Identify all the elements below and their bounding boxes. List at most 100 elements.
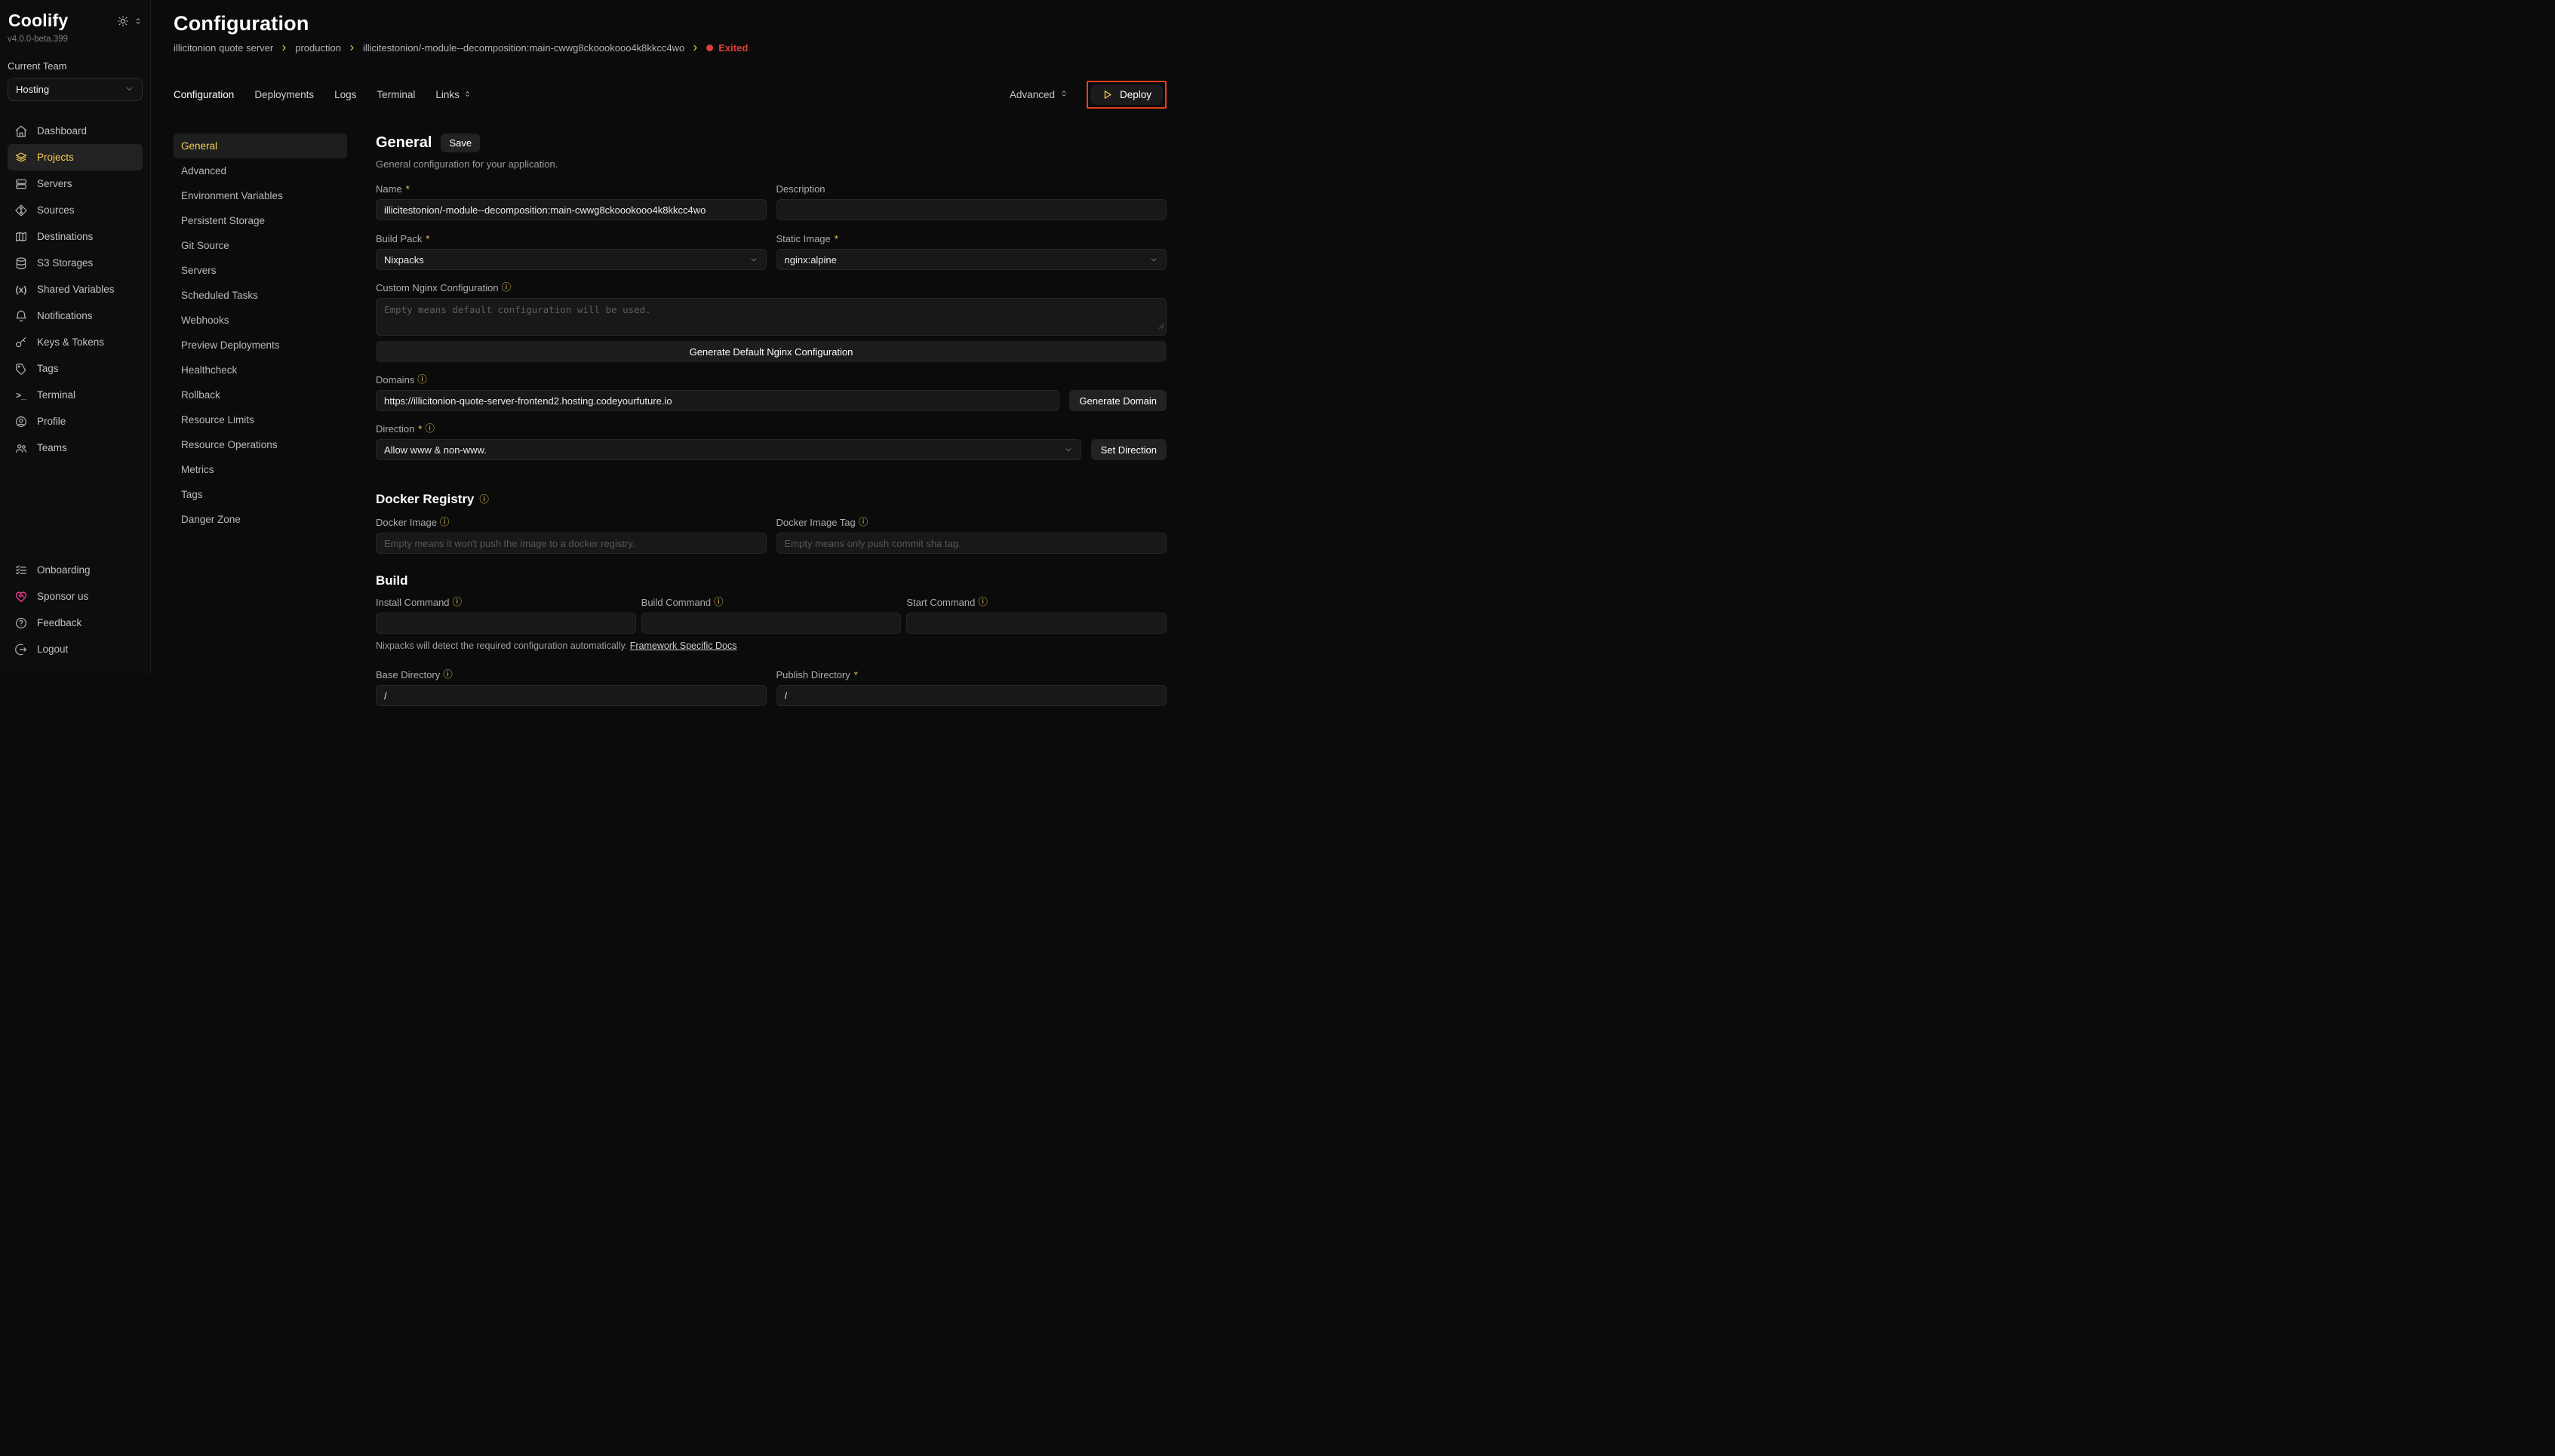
tab-links[interactable]: Links [435, 89, 472, 100]
sidebar-item-feedback[interactable]: Feedback [8, 610, 143, 636]
app-root: Coolify v4.0.0-beta.399 Current Team Hos… [0, 0, 1183, 706]
name-input[interactable] [376, 199, 767, 220]
resize-handle-icon[interactable] [1158, 319, 1164, 333]
sidebar-item-notifications[interactable]: Notifications [8, 303, 143, 329]
subnav-item-general[interactable]: General [174, 134, 347, 158]
subnav-item-webhooks[interactable]: Webhooks [181, 315, 229, 326]
breadcrumb-project[interactable]: illicitonion quote server [174, 42, 274, 54]
subnav-item-git-source[interactable]: Git Source [181, 240, 229, 251]
section-title-build: Build [376, 573, 408, 588]
subnav-item-advanced[interactable]: Advanced [181, 165, 227, 177]
framework-docs-link[interactable]: Framework Specific Docs [629, 640, 737, 651]
info-icon[interactable]: ⓘ [417, 374, 427, 386]
info-icon[interactable]: ⓘ [978, 597, 988, 608]
build-command-input[interactable] [641, 613, 902, 634]
database-icon [14, 256, 29, 270]
breadcrumb: illicitonion quote server production ill… [174, 42, 1167, 54]
sidebar-item-onboarding[interactable]: Onboarding [8, 557, 143, 583]
sidebar-item-terminal[interactable]: >_ Terminal [8, 382, 143, 408]
info-icon[interactable]: ⓘ [439, 517, 450, 528]
subnav-item-tags[interactable]: Tags [181, 489, 203, 500]
chevron-right-icon [280, 44, 288, 52]
sidebar-item-projects[interactable]: Projects [8, 144, 143, 170]
subnav-item-scheduled-tasks[interactable]: Scheduled Tasks [181, 290, 258, 301]
description-input[interactable] [776, 199, 1167, 220]
docker-image-input[interactable] [376, 533, 767, 554]
sidebar-nav: Dashboard Projects Servers Sources Desti… [8, 118, 143, 461]
section-title-docker-registry: Docker Registry [376, 492, 475, 506]
generate-nginx-button[interactable]: Generate Default Nginx Configuration [376, 341, 1167, 362]
tab-logs[interactable]: Logs [334, 89, 357, 100]
subnav-item-metrics[interactable]: Metrics [181, 464, 214, 475]
breadcrumb-environment[interactable]: production [295, 42, 341, 54]
sidebar-item-keys-tokens[interactable]: Keys & Tokens [8, 329, 143, 355]
info-icon[interactable]: ⓘ [425, 423, 435, 435]
direction-value: Allow www & non-www. [384, 444, 487, 456]
docker-image-tag-input[interactable] [776, 533, 1167, 554]
tab-configuration[interactable]: Configuration [174, 89, 235, 100]
subnav-item-resource-operations[interactable]: Resource Operations [181, 439, 278, 450]
theme-toggle-sun-icon[interactable] [117, 15, 129, 27]
sidebar-item-label: Projects [37, 152, 74, 163]
breadcrumb-application[interactable]: illicitestonion/-module--decomposition:m… [362, 42, 685, 54]
static-image-select[interactable]: nginx:alpine [776, 249, 1167, 270]
required-marker: * [853, 669, 858, 680]
subnav-item-persistent-storage[interactable]: Persistent Storage [181, 215, 266, 226]
sidebar-item-teams[interactable]: Teams [8, 435, 143, 461]
app-logo[interactable]: Coolify [8, 11, 69, 30]
deploy-button[interactable]: Deploy [1090, 84, 1163, 105]
domains-input[interactable] [376, 390, 1060, 411]
page-title: Configuration [174, 12, 309, 35]
advanced-dropdown[interactable]: Advanced [1010, 89, 1068, 100]
sidebar-header: Coolify [8, 11, 143, 31]
info-icon[interactable]: ⓘ [452, 597, 463, 608]
base-directory-input[interactable] [376, 685, 767, 706]
subnav-item-preview-deployments[interactable]: Preview Deployments [181, 339, 280, 351]
info-icon[interactable]: ⓘ [714, 597, 724, 608]
subnav-item-healthcheck[interactable]: Healthcheck [181, 364, 238, 376]
generate-domain-button[interactable]: Generate Domain [1069, 390, 1167, 411]
chevron-down-icon [125, 84, 134, 96]
docker-image-tag-label: Docker Image Tag ⓘ [776, 517, 869, 528]
sidebar-item-shared-variables[interactable]: (x) Shared Variables [8, 276, 143, 303]
publish-directory-input[interactable] [776, 685, 1167, 706]
save-button[interactable]: Save [441, 134, 481, 152]
static-image-label: Static Image * [776, 233, 838, 244]
build-command-label: Build Command ⓘ [641, 597, 724, 608]
subnav-item-rollback[interactable]: Rollback [181, 389, 220, 401]
subnav-item-environment-variables[interactable]: Environment Variables [181, 190, 283, 201]
tabs: Configuration Deployments Logs Terminal … [174, 89, 472, 100]
sidebar-item-logout[interactable]: Logout [8, 636, 143, 662]
direction-select[interactable]: Allow www & non-www. [376, 439, 1081, 460]
sidebar-item-destinations[interactable]: Destinations [8, 223, 143, 250]
chevrons-up-down-icon [1059, 89, 1068, 100]
team-select[interactable]: Hosting [8, 78, 143, 101]
build-pack-select[interactable]: Nixpacks [376, 249, 767, 270]
subnav-item-resource-limits[interactable]: Resource Limits [181, 414, 254, 425]
sidebar-item-servers[interactable]: Servers [8, 170, 143, 197]
info-icon[interactable]: ⓘ [443, 669, 453, 680]
install-command-input[interactable] [376, 613, 636, 634]
sidebar-item-tags[interactable]: Tags [8, 355, 143, 382]
nginx-config-textarea[interactable] [376, 298, 1167, 336]
domains-label: Domains ⓘ [376, 374, 427, 386]
sidebar-item-dashboard[interactable]: Dashboard [8, 118, 143, 144]
sidebar-item-s3-storages[interactable]: S3 Storages [8, 250, 143, 276]
theme-select-chevrons-icon[interactable] [134, 17, 143, 26]
sidebar-item-sources[interactable]: Sources [8, 197, 143, 223]
info-icon[interactable]: ⓘ [858, 517, 869, 528]
set-direction-button[interactable]: Set Direction [1090, 439, 1167, 460]
direction-label: Direction * ⓘ [376, 423, 435, 435]
info-icon[interactable]: ⓘ [479, 493, 489, 505]
subnav-item-servers[interactable]: Servers [181, 265, 217, 276]
tab-terminal[interactable]: Terminal [377, 89, 416, 100]
sidebar-item-profile[interactable]: Profile [8, 408, 143, 435]
variable-icon: (x) [15, 284, 27, 295]
subnav-item-danger-zone[interactable]: Danger Zone [181, 514, 241, 525]
start-command-input[interactable] [906, 613, 1167, 634]
status-dot [706, 45, 714, 51]
tab-deployments[interactable]: Deployments [254, 89, 315, 100]
sidebar-item-sponsor-us[interactable]: Sponsor us [8, 583, 143, 610]
info-icon[interactable]: ⓘ [501, 282, 512, 293]
nixpacks-helper-text: Nixpacks will detect the required config… [376, 640, 737, 651]
